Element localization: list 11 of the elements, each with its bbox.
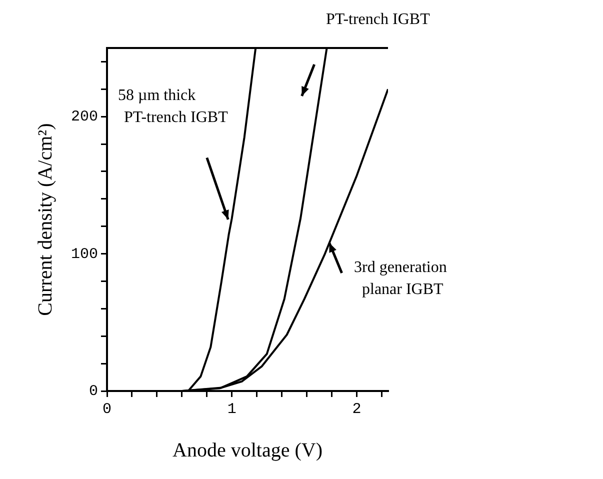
y-tick-label: 100 [70, 246, 98, 263]
series-label: 58 µm thick PT-trench IGBT [118, 87, 228, 126]
x-tick-label: 0 [102, 400, 112, 418]
series-label: PT-trench IGBT [326, 11, 430, 28]
x-tick-label: 2 [352, 400, 362, 418]
y-axis-title: Current density (A/cm²) [34, 123, 56, 316]
x-tick-label: 1 [227, 400, 236, 418]
series-label: 3rd generation planar IGBT [354, 259, 447, 298]
y-tick-label: 200 [70, 108, 98, 126]
x-axis-title: Anode voltage (V) [172, 439, 322, 462]
y-tick-label: 0 [88, 382, 98, 400]
